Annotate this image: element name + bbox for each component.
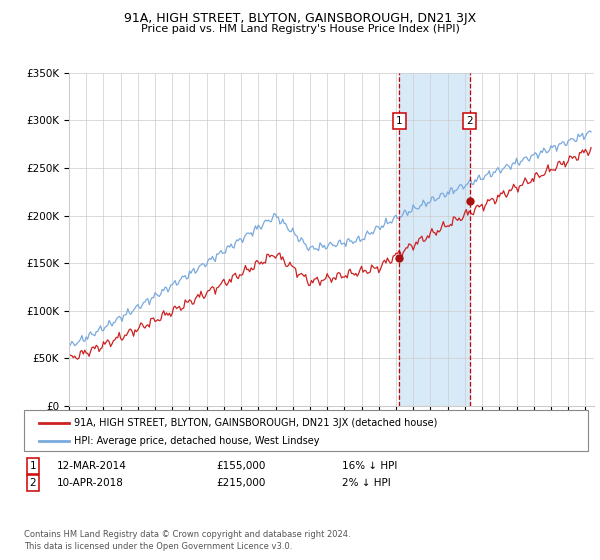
Text: 2% ↓ HPI: 2% ↓ HPI [342, 478, 391, 488]
Text: 91A, HIGH STREET, BLYTON, GAINSBOROUGH, DN21 3JX (detached house): 91A, HIGH STREET, BLYTON, GAINSBOROUGH, … [74, 418, 437, 428]
Text: 2: 2 [29, 478, 37, 488]
Text: 12-MAR-2014: 12-MAR-2014 [57, 461, 127, 471]
Text: 16% ↓ HPI: 16% ↓ HPI [342, 461, 397, 471]
Text: Price paid vs. HM Land Registry's House Price Index (HPI): Price paid vs. HM Land Registry's House … [140, 24, 460, 34]
Bar [400, 73, 470, 406]
Text: HPI: Average price, detached house, West Lindsey: HPI: Average price, detached house, West… [74, 436, 319, 446]
Text: £215,000: £215,000 [216, 478, 265, 488]
Text: £155,000: £155,000 [216, 461, 265, 471]
Text: Contains HM Land Registry data © Crown copyright and database right 2024.: Contains HM Land Registry data © Crown c… [24, 530, 350, 539]
Text: 1: 1 [29, 461, 37, 471]
Text: This data is licensed under the Open Government Licence v3.0.: This data is licensed under the Open Gov… [24, 542, 292, 551]
Text: 2: 2 [466, 116, 473, 126]
Text: 1: 1 [396, 116, 403, 126]
Text: 10-APR-2018: 10-APR-2018 [57, 478, 124, 488]
Text: 91A, HIGH STREET, BLYTON, GAINSBOROUGH, DN21 3JX: 91A, HIGH STREET, BLYTON, GAINSBOROUGH, … [124, 12, 476, 25]
